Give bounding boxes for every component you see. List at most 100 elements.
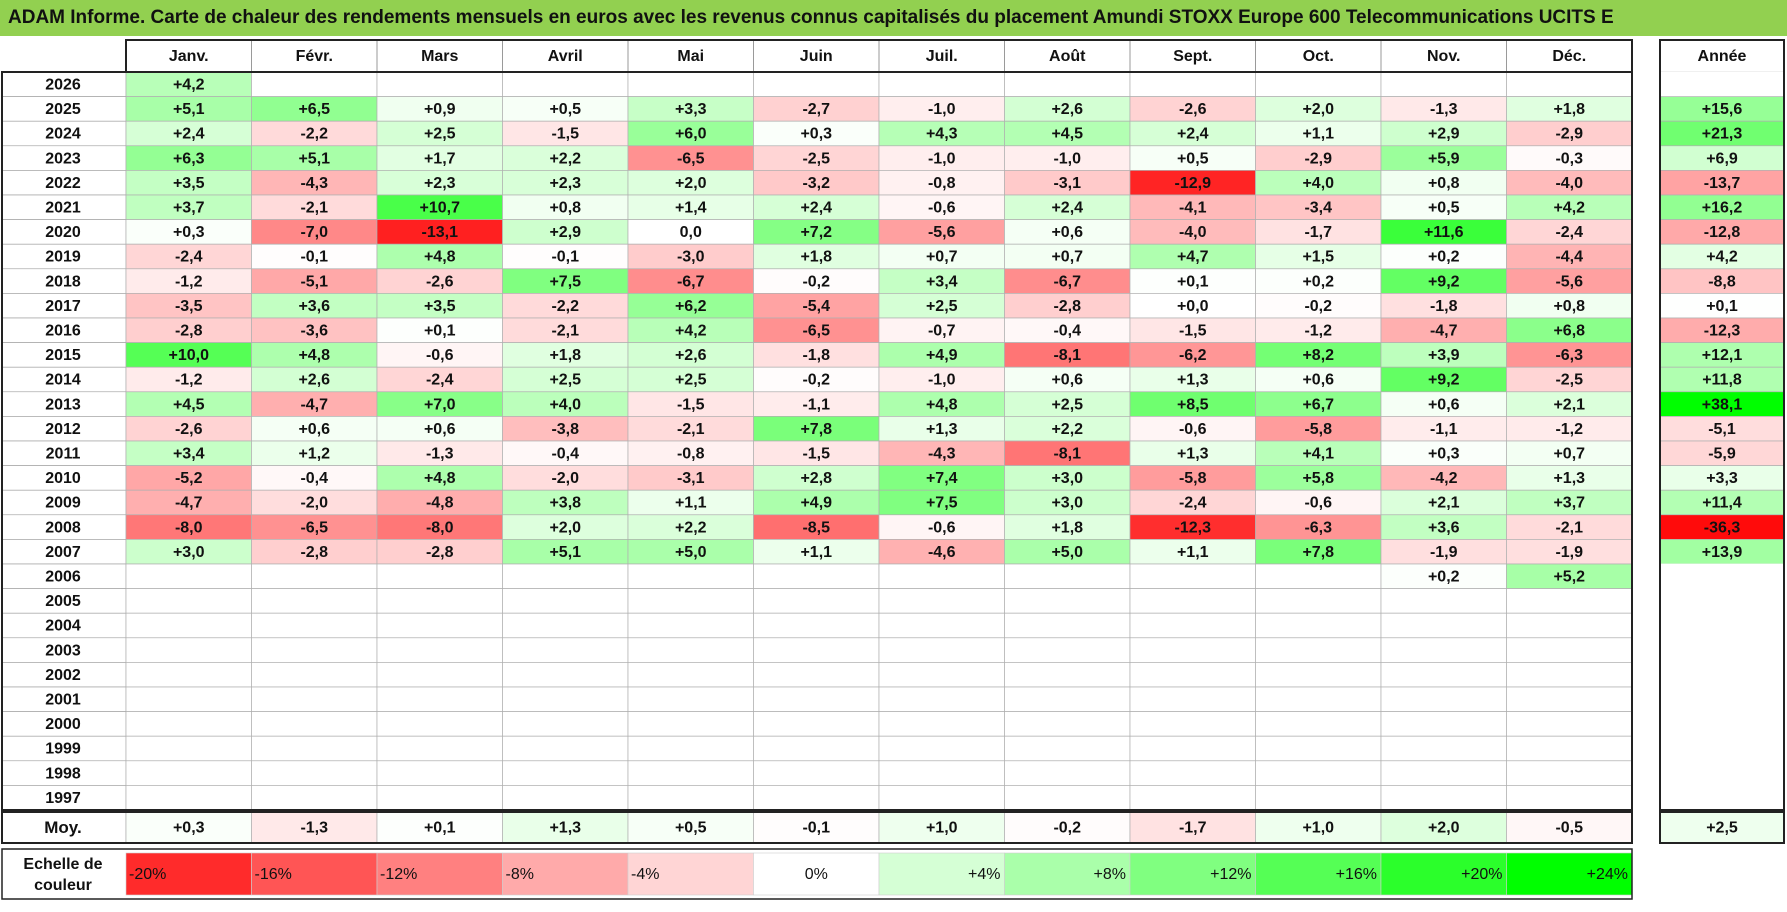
- annual-cell-value: -5,9: [1708, 446, 1736, 463]
- heatmap-cell: [1255, 96, 1382, 122]
- year-label-cell: [1, 711, 127, 737]
- heatmap-cell: [251, 317, 378, 343]
- heatmap-cell: [251, 539, 378, 565]
- heatmap-cell-value: +2,5: [926, 298, 958, 315]
- average-cell-value: -1,7: [1179, 820, 1207, 837]
- heatmap-cell-value: +2,2: [549, 150, 581, 167]
- heatmap-cell: [1255, 342, 1382, 368]
- heatmap-cell: [251, 760, 378, 786]
- heatmap-cell: [125, 219, 252, 245]
- year-label: 2003: [45, 642, 81, 659]
- heatmap-cell-value: +1,1: [1177, 544, 1209, 561]
- heatmap-cell: [1506, 219, 1633, 245]
- color-scale-swatch: [1129, 852, 1256, 896]
- heatmap-cell-value: -2,0: [300, 495, 328, 512]
- heatmap-cell-value: -0,6: [928, 519, 956, 536]
- heatmap-cell: [878, 489, 1005, 516]
- year-label: 1997: [45, 790, 81, 807]
- heatmap-cell: [376, 440, 503, 466]
- heatmap-cell: [376, 637, 503, 663]
- heatmap-cell: [251, 514, 378, 540]
- heatmap-cell-value: -2,8: [1053, 298, 1081, 315]
- heatmap-cell-value: +4,7: [1177, 249, 1209, 266]
- heatmap-cell-value: +2,6: [298, 372, 330, 389]
- heatmap-cell-value: -1,0: [928, 150, 956, 167]
- heatmap-cell-value: -0,1: [551, 249, 579, 266]
- heatmap-cell: [251, 612, 378, 639]
- month-header-label: Oct.: [1303, 48, 1334, 65]
- annual-cell: [1659, 588, 1785, 614]
- heatmap-cell-value: +0,8: [549, 200, 581, 217]
- month-header-label: Févr.: [296, 48, 333, 65]
- heatmap-cell: [753, 243, 880, 270]
- heatmap-cell-value: +4,8: [424, 470, 456, 487]
- heatmap-cell: [1255, 219, 1382, 245]
- heatmap-cell: [1380, 686, 1507, 712]
- heatmap-cell: [376, 588, 503, 614]
- heatmap-cell-value: +2,4: [800, 200, 832, 217]
- average-cell: [878, 811, 1005, 844]
- heatmap-cell: [753, 662, 880, 688]
- heatmap-cell-value: -1,7: [1304, 224, 1332, 241]
- heatmap-cell: [878, 735, 1005, 762]
- heatmap-cell-value: -2,1: [1555, 519, 1583, 536]
- heatmap-cell: [1255, 785, 1382, 811]
- heatmap-cell-value: -2,9: [1304, 150, 1332, 167]
- heatmap-cell: [1129, 662, 1256, 688]
- year-label: 2014: [45, 372, 81, 389]
- average-cell-value: +2,0: [1428, 820, 1460, 837]
- heatmap-cell: [502, 489, 629, 516]
- heatmap-cell: [376, 391, 503, 417]
- average-cell: [376, 811, 503, 844]
- heatmap-cell: [502, 268, 629, 294]
- heatmap-cell-value: -0,8: [928, 175, 956, 192]
- heatmap-cell: [627, 637, 754, 663]
- annual-cell-value: -12,8: [1704, 224, 1741, 241]
- heatmap-cell-value: -0,4: [551, 446, 579, 463]
- annual-header-label: Année: [1698, 48, 1747, 65]
- heatmap-cell-value: -1,2: [175, 273, 203, 290]
- heatmap-cell: [1506, 785, 1633, 811]
- heatmap-cell: [1129, 465, 1256, 491]
- heatmap-cell: [1506, 465, 1633, 491]
- heatmap-cell-value: +7,8: [1302, 544, 1334, 561]
- heatmap-cell: [1004, 612, 1131, 639]
- annual-cell-value: +11,4: [1702, 495, 1742, 512]
- year-label-cell: [1, 637, 127, 663]
- heatmap-cell: [753, 219, 880, 245]
- heatmap-cell-value: +4,0: [549, 396, 581, 413]
- heatmap-cell-value: +4,8: [926, 396, 958, 413]
- color-scale-border: [1, 848, 1633, 900]
- heatmap-cell: [502, 120, 629, 147]
- heatmap-cell: [878, 563, 1005, 589]
- heatmap-cell: [251, 416, 378, 442]
- color-scale-label: Echelle de: [23, 856, 102, 873]
- heatmap-cell-value: +4,9: [800, 495, 832, 512]
- heatmap-cell-value: +0,8: [1428, 175, 1460, 192]
- month-header-label: Août: [1049, 48, 1086, 65]
- heatmap-cell: [502, 465, 629, 491]
- heatmap-cell: [376, 71, 503, 97]
- color-scale-swatch: [753, 852, 880, 896]
- heatmap-cell: [125, 489, 252, 516]
- heatmap-cell: [125, 465, 252, 491]
- heatmap-cell: [1380, 785, 1507, 811]
- year-label: 1998: [45, 765, 81, 782]
- heatmap-cell: [878, 588, 1005, 614]
- heatmap-cell: [1129, 489, 1256, 516]
- year-label: 2010: [45, 470, 81, 487]
- heatmap-cell-value: -2,4: [426, 372, 454, 389]
- heatmap-cell-value: +7,5: [926, 495, 958, 512]
- heatmap-cell: [1255, 662, 1382, 688]
- heatmap-cell: [1506, 71, 1633, 97]
- heatmap-cell: [251, 637, 378, 663]
- heatmap-cell-value: -1,1: [1430, 421, 1458, 438]
- heatmap-cell-value: -6,5: [802, 323, 830, 340]
- color-scale-swatch: [1255, 852, 1382, 896]
- heatmap-cell: [1506, 760, 1633, 786]
- annual-cell: [1659, 317, 1785, 343]
- heatmap-cell: [878, 637, 1005, 663]
- heatmap-cell: [1380, 416, 1507, 442]
- heatmap-cell-value: +1,8: [800, 249, 832, 266]
- average-label-cell: [1, 811, 127, 844]
